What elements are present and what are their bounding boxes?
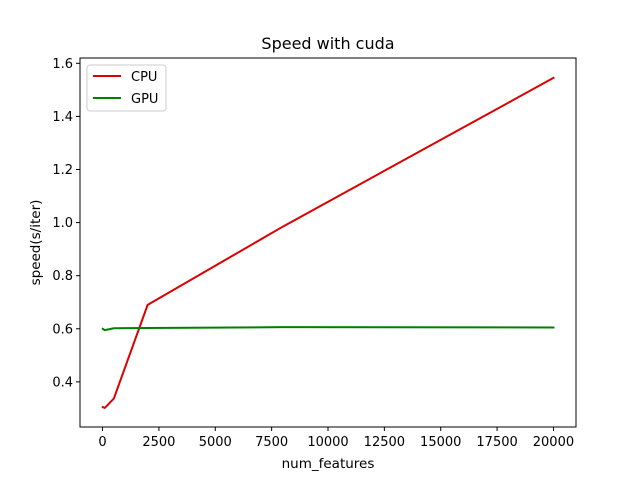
y-tick-label: 1.6 bbox=[52, 57, 73, 72]
legend-label-cpu: CPU bbox=[131, 70, 157, 85]
y-axis-label: speed(s/iter) bbox=[28, 200, 44, 286]
series-line-cpu bbox=[101, 76, 555, 409]
y-tick-label: 1.0 bbox=[52, 216, 73, 231]
x-axis-ticks: 0 2500 5000 7500 10000 12500 15000 17500 20000 bbox=[98, 427, 574, 450]
x-tick-label: 10000 bbox=[307, 435, 348, 450]
y-tick-label: 1.2 bbox=[52, 163, 73, 178]
chart-title: Speed with cuda bbox=[261, 34, 394, 53]
x-tick-label: 12500 bbox=[364, 435, 405, 450]
y-tick-label: 1.4 bbox=[52, 110, 73, 125]
y-tick-label: 0.8 bbox=[52, 269, 73, 284]
x-tick-label: 7500 bbox=[255, 435, 288, 450]
x-tick-label: 2500 bbox=[142, 435, 175, 450]
legend: CPU GPU bbox=[86, 64, 167, 112]
x-tick-label: 20000 bbox=[533, 435, 574, 450]
plot-lines bbox=[101, 76, 555, 409]
x-tick-label: 0 bbox=[98, 435, 106, 450]
series-line-gpu bbox=[101, 326, 555, 332]
x-tick-label: 15000 bbox=[420, 435, 461, 450]
x-tick-label: 17500 bbox=[476, 435, 517, 450]
x-axis-label: num_features bbox=[282, 456, 375, 472]
x-tick-label: 5000 bbox=[199, 435, 232, 450]
plot-frame bbox=[79, 57, 577, 428]
y-tick-label: 0.6 bbox=[52, 322, 73, 337]
y-axis-ticks: 0.4 0.6 0.8 1.0 1.2 1.4 1.6 bbox=[52, 57, 80, 390]
legend-label-gpu: GPU bbox=[131, 92, 158, 107]
y-tick-label: 0.4 bbox=[52, 375, 73, 390]
